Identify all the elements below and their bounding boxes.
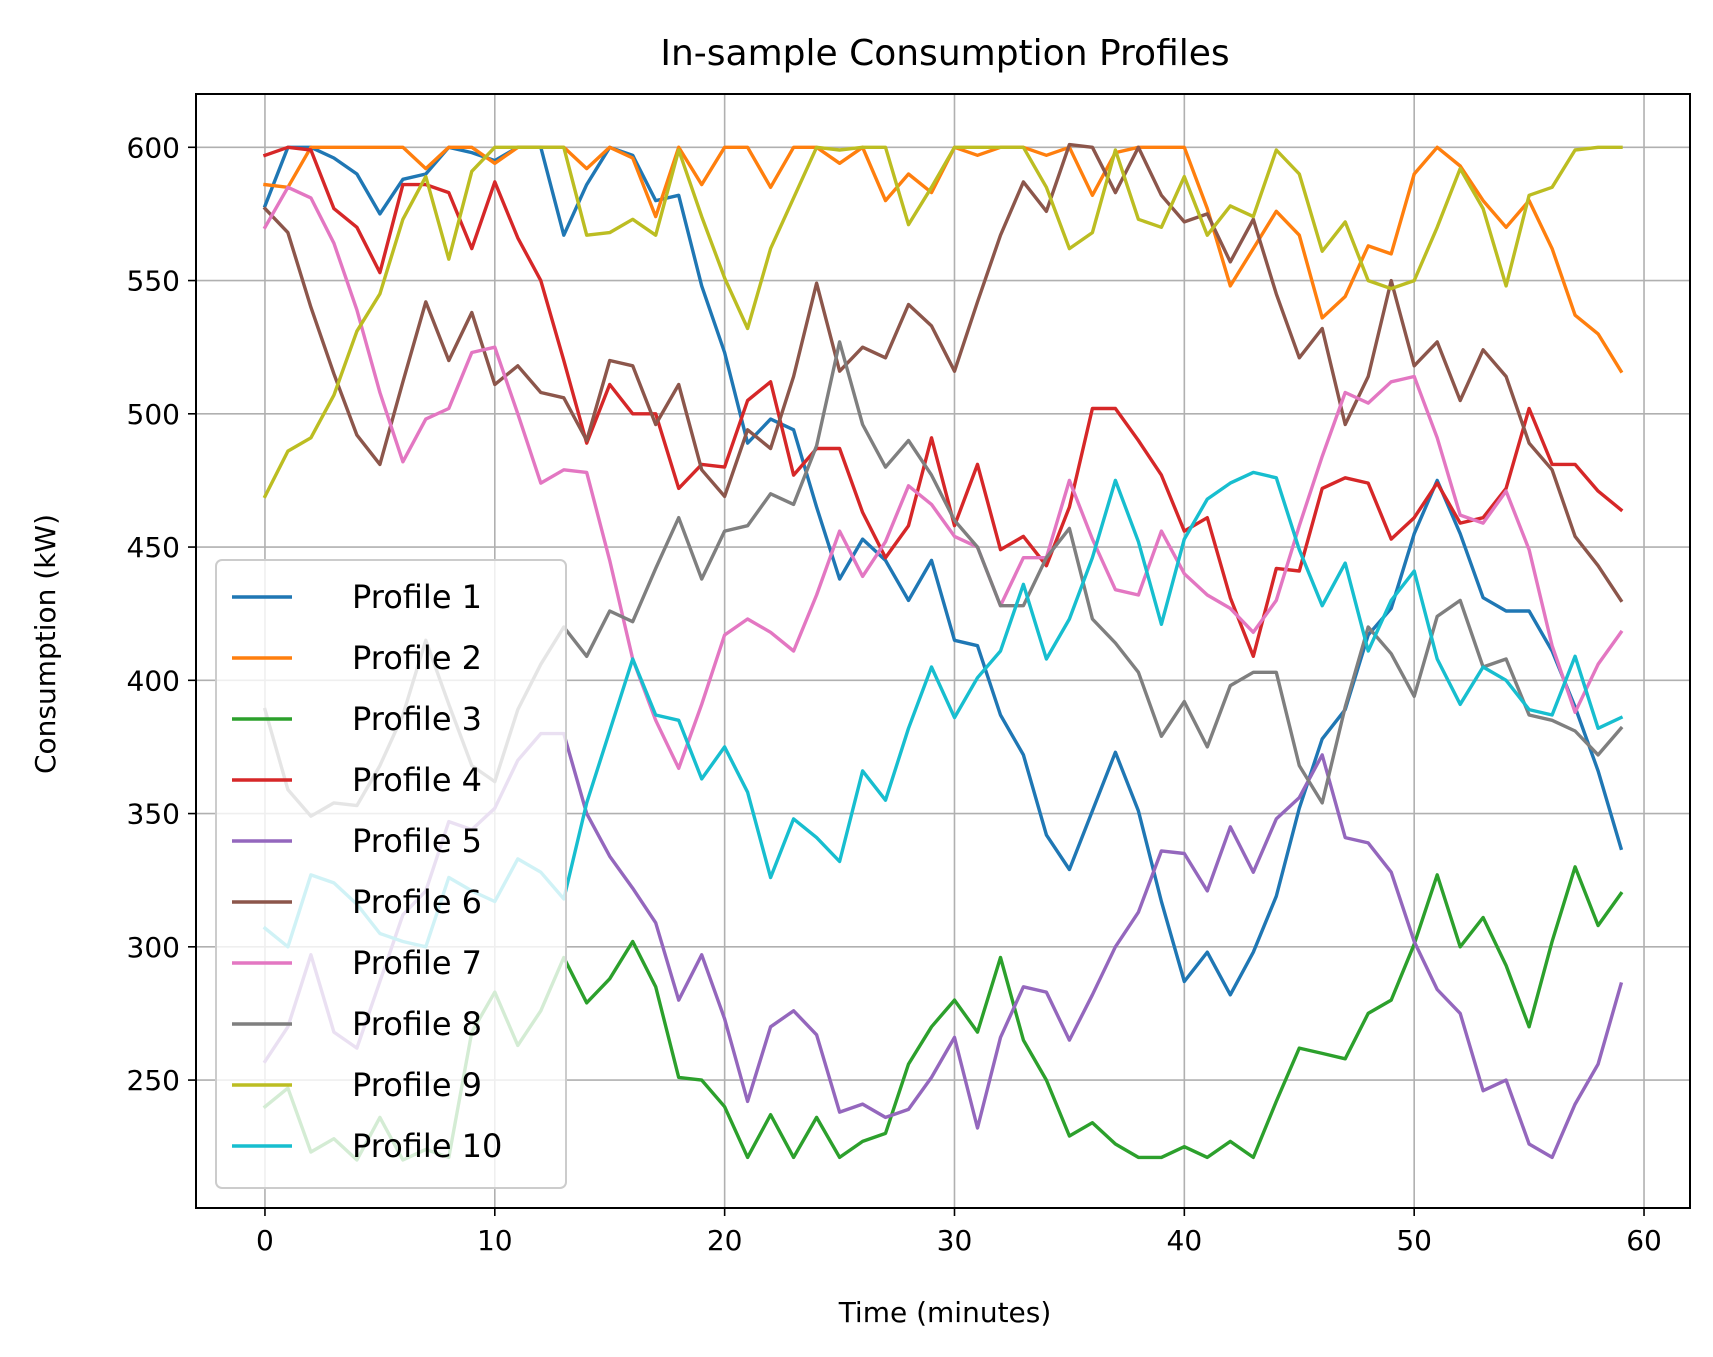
legend-label: Profile 9 — [352, 1066, 482, 1104]
series-line-profile-4 — [262, 145, 1624, 658]
x-tick-label: 20 — [707, 1224, 743, 1257]
series-line-profile-9 — [262, 145, 1623, 499]
y-axis-ticks: 250 300 350 400 450 500 550 600 — [127, 131, 196, 1097]
legend-label: Profile 5 — [352, 822, 482, 860]
legend-label: Profile 2 — [352, 639, 482, 677]
legend-label: Profile 8 — [352, 1005, 482, 1043]
legend-label: Profile 7 — [352, 944, 482, 982]
legend-label: Profile 10 — [352, 1127, 502, 1165]
legend-label: Profile 6 — [352, 883, 482, 921]
x-tick-label: 40 — [1167, 1224, 1203, 1257]
x-axis-title: Time (minutes) — [838, 1296, 1052, 1329]
series-line-profile-7 — [262, 185, 1624, 770]
y-axis-title: Consumption (kW) — [29, 514, 62, 774]
y-tick-label: 350 — [127, 798, 180, 831]
x-tick-label: 10 — [477, 1224, 513, 1257]
legend: Profile 1 Profile 2 Profile 3 Profile 4 Prof… — [215, 559, 567, 1189]
x-tick-label: 60 — [1626, 1224, 1662, 1257]
legend-label: Profile 1 — [352, 578, 482, 616]
y-tick-label: 400 — [127, 664, 180, 697]
y-tick-label: 500 — [127, 398, 180, 431]
y-tick-label: 300 — [127, 931, 180, 964]
chart-title: In-sample Consumption Profiles — [660, 33, 1229, 74]
series-line-profile-6 — [262, 142, 1624, 603]
x-tick-label: 0 — [256, 1224, 274, 1257]
x-tick-label: 50 — [1396, 1224, 1432, 1257]
x-axis-ticks: 0 10 20 30 40 50 60 — [256, 1208, 1662, 1257]
y-tick-label: 600 — [127, 131, 180, 164]
legend-box — [215, 559, 567, 1189]
x-tick-label: 30 — [937, 1224, 973, 1257]
y-tick-label: 450 — [127, 531, 180, 564]
y-tick-label: 250 — [127, 1064, 180, 1097]
legend-label: Profile 3 — [352, 700, 482, 738]
legend-label: Profile 4 — [352, 761, 482, 799]
y-tick-label: 550 — [127, 265, 180, 298]
plot-area-frame — [195, 93, 1691, 1209]
